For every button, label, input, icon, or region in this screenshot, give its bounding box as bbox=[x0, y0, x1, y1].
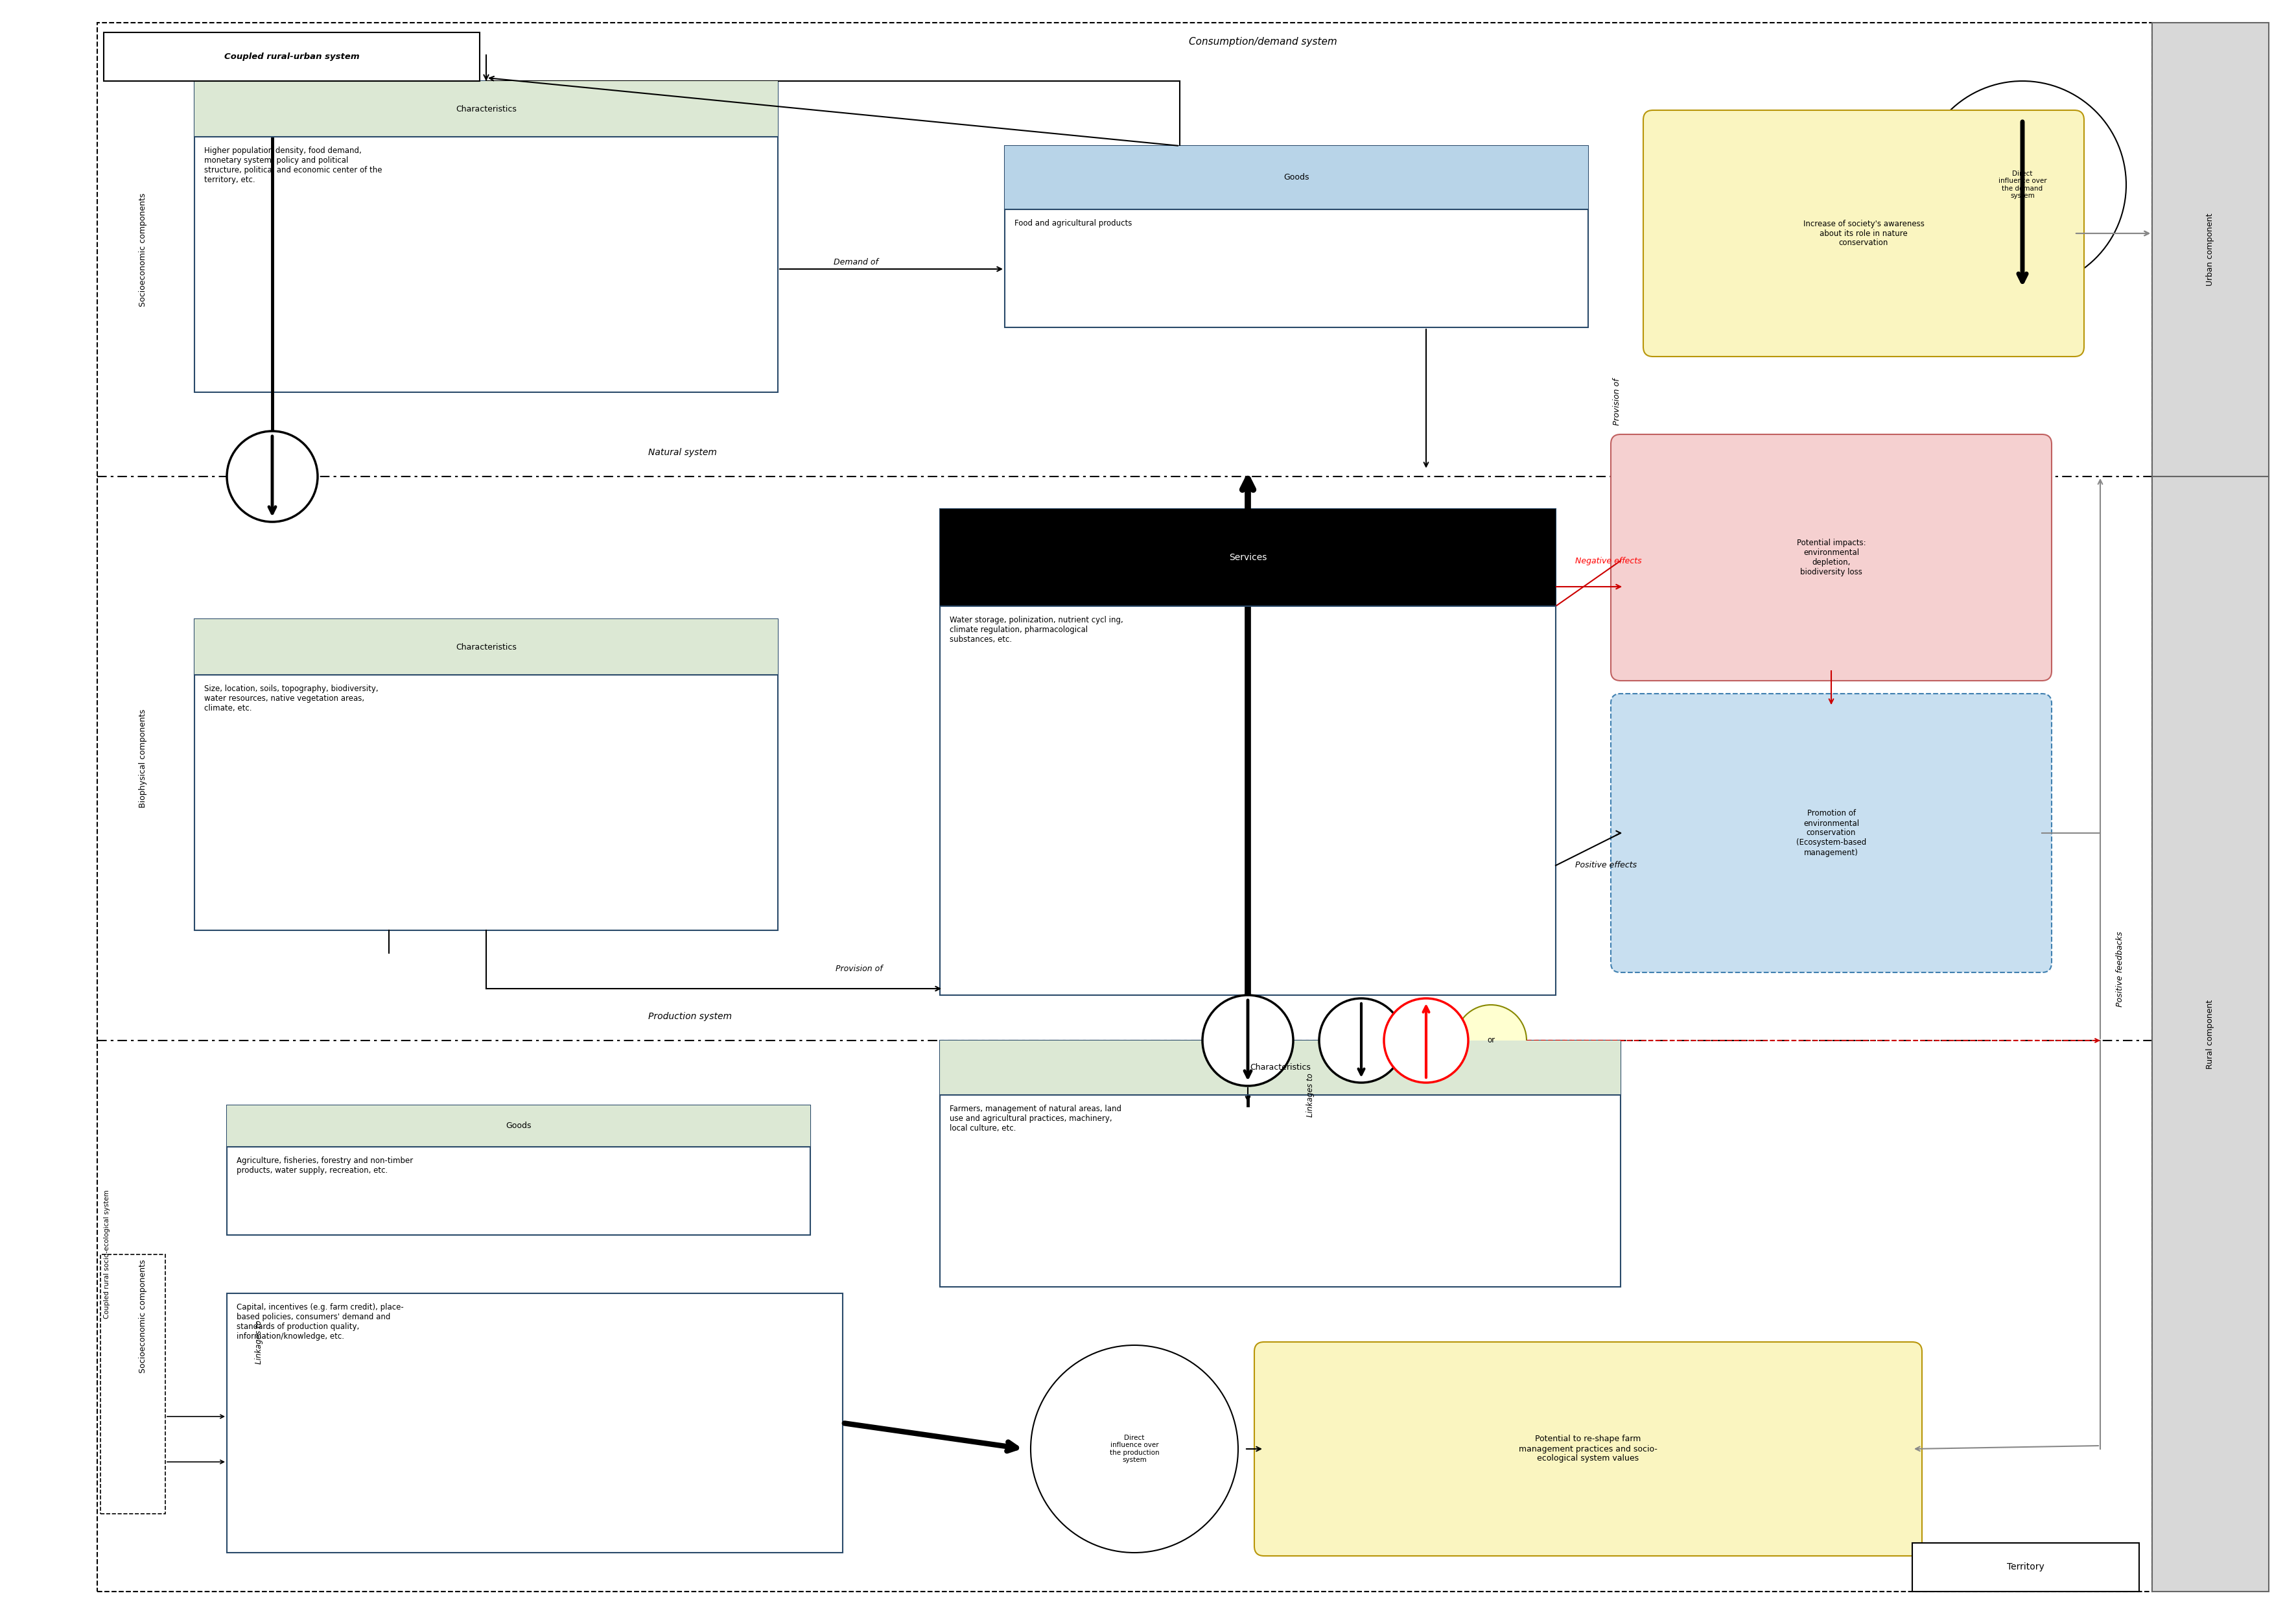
FancyBboxPatch shape bbox=[195, 619, 778, 675]
FancyBboxPatch shape bbox=[939, 509, 1557, 606]
Text: Provision of: Provision of bbox=[1614, 379, 1621, 425]
Text: Territory: Territory bbox=[2007, 1563, 2043, 1571]
Text: Consumption/demand system: Consumption/demand system bbox=[1189, 37, 1336, 47]
FancyBboxPatch shape bbox=[1612, 435, 2053, 681]
Text: Provision of: Provision of bbox=[836, 965, 882, 973]
Text: Potential impacts:
environmental
depletion,
biodiversity loss: Potential impacts: environmental depleti… bbox=[1798, 538, 1867, 577]
Text: Positive effects: Positive effects bbox=[1575, 862, 1637, 870]
FancyBboxPatch shape bbox=[195, 81, 778, 391]
Text: Size, location, soils, topography, biodiversity,
water resources, native vegetat: Size, location, soils, topography, biodi… bbox=[204, 685, 379, 712]
Text: Promotion of
environmental
conservation
(Ecosystem-based
management): Promotion of environmental conservation … bbox=[1795, 809, 1867, 857]
Text: Socioeconomic components: Socioeconomic components bbox=[138, 193, 147, 306]
Text: Coupled rural socio-ecological system: Coupled rural socio-ecological system bbox=[103, 1191, 110, 1319]
FancyBboxPatch shape bbox=[1254, 1342, 1922, 1556]
Text: Goods: Goods bbox=[505, 1121, 530, 1131]
FancyBboxPatch shape bbox=[939, 1041, 1621, 1095]
Text: Characteristics: Characteristics bbox=[455, 105, 517, 113]
Text: Production system: Production system bbox=[647, 1012, 732, 1021]
Text: Urban component: Urban component bbox=[2206, 213, 2216, 287]
FancyBboxPatch shape bbox=[227, 1105, 810, 1236]
FancyBboxPatch shape bbox=[1612, 694, 2053, 973]
Text: Farmers, management of natural areas, land
use and agricultural practices, machi: Farmers, management of natural areas, la… bbox=[951, 1105, 1120, 1133]
FancyBboxPatch shape bbox=[939, 509, 1557, 996]
Text: Demand of: Demand of bbox=[833, 258, 877, 267]
Circle shape bbox=[1031, 1345, 1238, 1553]
Text: Rural component: Rural component bbox=[2206, 999, 2216, 1068]
Circle shape bbox=[1456, 1005, 1527, 1076]
Text: Linkages to: Linkages to bbox=[1306, 1073, 1316, 1116]
Text: Positive feedbacks: Positive feedbacks bbox=[2115, 931, 2124, 1007]
Text: Direct
influence over
the production
system: Direct influence over the production sys… bbox=[1109, 1434, 1159, 1463]
Text: Goods: Goods bbox=[1283, 174, 1309, 182]
Text: Food and agricultural products: Food and agricultural products bbox=[1015, 219, 1132, 227]
Circle shape bbox=[1320, 999, 1403, 1083]
Text: Natural system: Natural system bbox=[647, 448, 716, 458]
FancyBboxPatch shape bbox=[195, 81, 778, 137]
Text: or: or bbox=[1488, 1036, 1495, 1044]
Text: Characteristics: Characteristics bbox=[1249, 1063, 1311, 1071]
FancyBboxPatch shape bbox=[227, 1105, 810, 1147]
Text: Socioeconomic components: Socioeconomic components bbox=[138, 1260, 147, 1373]
Text: Potential to re-shape farm
management practices and socio-
ecological system val: Potential to re-shape farm management pr… bbox=[1520, 1435, 1658, 1463]
Text: Higher population density, food demand,
monetary system, policy and political
st: Higher population density, food demand, … bbox=[204, 147, 381, 184]
Circle shape bbox=[1384, 999, 1467, 1083]
FancyBboxPatch shape bbox=[1006, 147, 1589, 327]
Text: Characteristics: Characteristics bbox=[455, 643, 517, 651]
Text: Water storage, polinization, nutrient cycl ing,
climate regulation, pharmacologi: Water storage, polinization, nutrient cy… bbox=[951, 615, 1123, 644]
Circle shape bbox=[1919, 81, 2126, 288]
FancyBboxPatch shape bbox=[195, 619, 778, 930]
FancyBboxPatch shape bbox=[2151, 23, 2268, 477]
Text: Linkages to: Linkages to bbox=[255, 1319, 264, 1365]
FancyBboxPatch shape bbox=[227, 1294, 843, 1553]
Text: Negative effects: Negative effects bbox=[1575, 556, 1642, 565]
FancyBboxPatch shape bbox=[939, 1041, 1621, 1287]
Text: Services: Services bbox=[1228, 553, 1267, 562]
Circle shape bbox=[227, 432, 317, 522]
Text: Agriculture, fisheries, forestry and non-timber
products, water supply, recreati: Agriculture, fisheries, forestry and non… bbox=[236, 1157, 413, 1174]
FancyBboxPatch shape bbox=[2151, 477, 2268, 1592]
FancyBboxPatch shape bbox=[1006, 147, 1589, 209]
Text: Coupled rural-urban system: Coupled rural-urban system bbox=[225, 52, 358, 61]
Text: Capital, incentives (e.g. farm credit), place-
based policies, consumers' demand: Capital, incentives (e.g. farm credit), … bbox=[236, 1303, 404, 1340]
Circle shape bbox=[1203, 996, 1293, 1086]
FancyBboxPatch shape bbox=[103, 32, 480, 81]
FancyBboxPatch shape bbox=[1913, 1543, 2140, 1592]
Text: Increase of society's awareness
about its role in nature
conservation: Increase of society's awareness about it… bbox=[1802, 219, 1924, 248]
Text: Direct
influence over
the demand
system: Direct influence over the demand system bbox=[1998, 171, 2046, 200]
FancyBboxPatch shape bbox=[1644, 110, 2085, 356]
Text: Biophysical components: Biophysical components bbox=[138, 709, 147, 807]
